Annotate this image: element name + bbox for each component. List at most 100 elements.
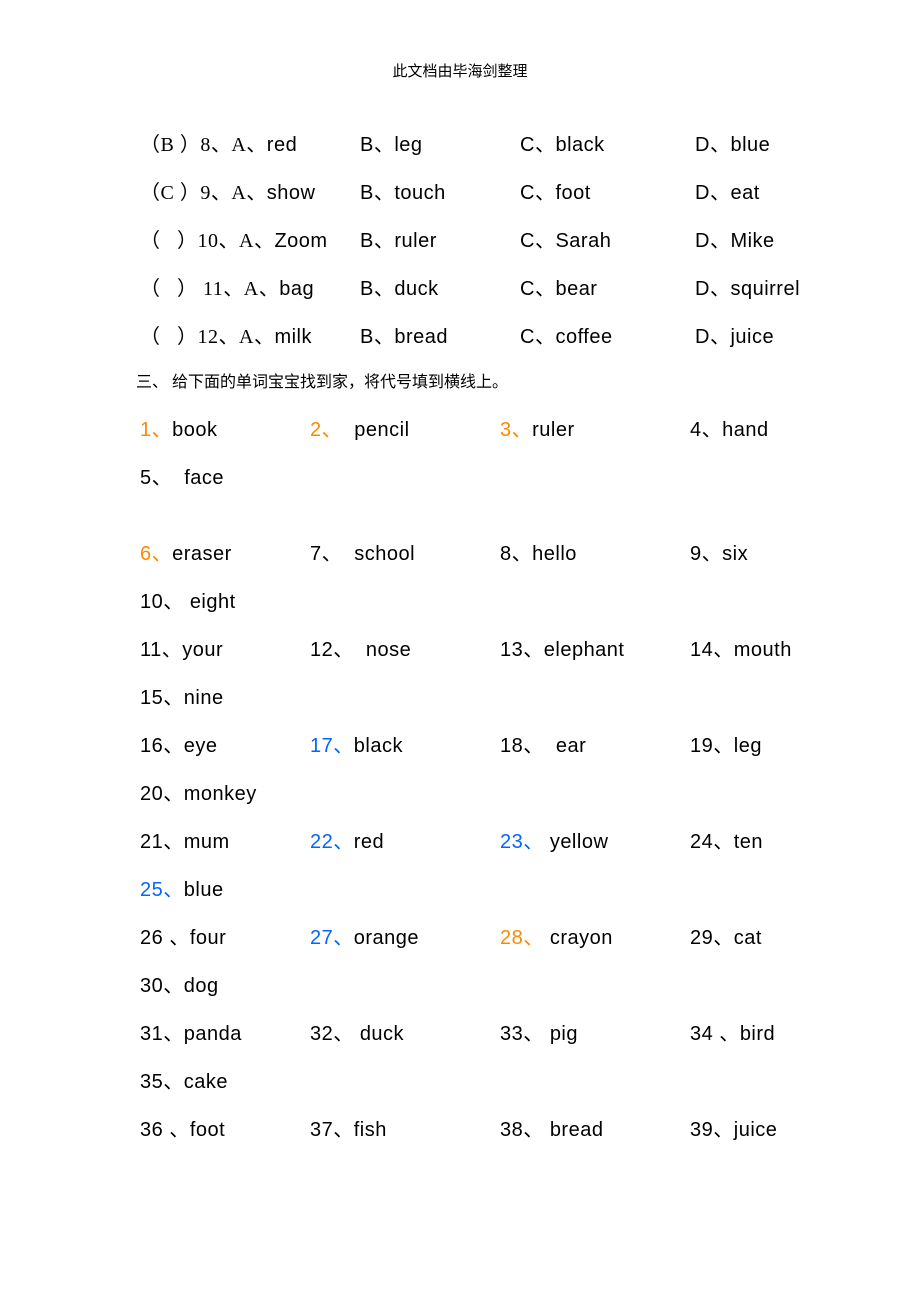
word-text: duck (360, 1023, 404, 1045)
word-row: 25、blue (140, 866, 840, 914)
question-option: B、duck (360, 265, 520, 313)
question-option: B、bread (360, 313, 520, 361)
word-number: 14、 (690, 639, 734, 661)
question-prefix: （ ）10、A、Zoom (140, 217, 360, 265)
word-text: hand (722, 419, 769, 441)
word-cell: 1、book (140, 406, 310, 454)
word-number: 17、 (310, 735, 354, 757)
question-option: C、coffee (520, 313, 695, 361)
word-row: 21、mum22、red23、 yellow24、ten (140, 818, 840, 866)
word-cell: 28、 crayon (500, 914, 690, 962)
question-prefix: （B ）8、A、red (140, 121, 360, 169)
word-text: orange (354, 927, 419, 949)
word-rows: 1、book2、 pencil3、ruler4、hand5、 face6、era… (140, 406, 840, 1154)
word-number: 1、 (140, 419, 172, 441)
word-number: 11、 (140, 639, 182, 661)
word-text: bread (550, 1119, 604, 1141)
word-cell: 4、hand (690, 406, 840, 454)
word-cell: 25、blue (140, 866, 224, 914)
word-cell: 12、 nose (310, 626, 500, 674)
word-cell: 11、your (140, 626, 310, 674)
word-text: nine (184, 687, 224, 709)
word-number: 4、 (690, 419, 722, 441)
word-cell: 33、 pig (500, 1010, 690, 1058)
word-number: 15、 (140, 687, 184, 709)
word-text: leg (734, 735, 762, 757)
word-cell: 3、ruler (500, 406, 690, 454)
word-text: cake (184, 1071, 228, 1093)
word-number: 9、 (690, 543, 722, 565)
word-cell: 20、monkey (140, 770, 257, 818)
word-cell: 29、cat (690, 914, 840, 962)
word-number: 7、 (310, 543, 354, 565)
question-option: C、bear (520, 265, 695, 313)
question-line: （ ） 11、A、bagB、duckC、bearD、squirrel (140, 265, 840, 313)
word-cell: 22、red (310, 818, 500, 866)
word-cell: 19、leg (690, 722, 840, 770)
word-cell: 10、 eight (140, 578, 236, 626)
word-text: pig (550, 1023, 578, 1045)
word-number: 18、 (500, 735, 556, 757)
word-cell: 21、mum (140, 818, 310, 866)
question-option: B、touch (360, 169, 520, 217)
word-cell: 39、juice (690, 1106, 840, 1154)
question-prefix: （ ） 11、A、bag (140, 265, 360, 313)
word-text: black (354, 735, 403, 757)
word-text: pencil (354, 419, 409, 441)
word-number: 23、 (500, 831, 550, 853)
word-text: blue (184, 879, 224, 901)
word-number: 12、 (310, 639, 366, 661)
word-text: face (184, 467, 224, 489)
word-number: 26 、 (140, 927, 190, 949)
word-text: cat (734, 927, 762, 949)
word-number: 36 、 (140, 1119, 190, 1141)
word-row: 1、book2、 pencil3、ruler4、hand (140, 406, 840, 454)
question-option: D、eat (695, 169, 825, 217)
word-text: elephant (544, 639, 625, 661)
word-cell: 32、 duck (310, 1010, 500, 1058)
question-option: B、leg (360, 121, 520, 169)
word-number: 34 、 (690, 1023, 740, 1045)
word-text: foot (190, 1119, 225, 1141)
word-text: six (722, 543, 748, 565)
question-line: （B ）8、A、redB、legC、blackD、blue (140, 121, 840, 169)
word-text: eraser (172, 543, 232, 565)
word-text: mum (184, 831, 230, 853)
question-option: C、foot (520, 169, 695, 217)
word-cell: 15、nine (140, 674, 224, 722)
word-text: school (354, 543, 415, 565)
word-number: 31、 (140, 1023, 184, 1045)
word-cell: 2、 pencil (310, 406, 500, 454)
word-row: 20、monkey (140, 770, 840, 818)
word-number: 5、 (140, 467, 184, 489)
question-line: （ ）12、A、milkB、breadC、coffeeD、juice (140, 313, 840, 361)
word-cell: 31、panda (140, 1010, 310, 1058)
word-text: ten (734, 831, 763, 853)
word-cell: 6、eraser (140, 530, 310, 578)
word-number: 3、 (500, 419, 532, 441)
word-cell: 26 、four (140, 914, 310, 962)
word-cell: 37、fish (310, 1106, 500, 1154)
word-number: 6、 (140, 543, 172, 565)
word-number: 24、 (690, 831, 734, 853)
word-cell: 5、 face (140, 454, 224, 502)
word-number: 13、 (500, 639, 544, 661)
word-number: 8、 (500, 543, 532, 565)
word-cell: 16、eye (140, 722, 310, 770)
word-cell: 17、black (310, 722, 500, 770)
word-row: 26 、four27、orange28、 crayon29、cat (140, 914, 840, 962)
word-text: eight (190, 591, 236, 613)
word-row: 11、your12、 nose13、elephant14、mouth (140, 626, 840, 674)
word-cell: 23、 yellow (500, 818, 690, 866)
word-cell: 18、 ear (500, 722, 690, 770)
vertical-gap (140, 502, 840, 530)
word-number: 30、 (140, 975, 184, 997)
word-number: 2、 (310, 419, 354, 441)
word-row: 10、 eight (140, 578, 840, 626)
word-row: 30、dog (140, 962, 840, 1010)
word-text: ear (556, 735, 586, 757)
word-text: red (354, 831, 384, 853)
question-prefix: （C ）9、A、show (140, 169, 360, 217)
question-option: D、squirrel (695, 265, 825, 313)
word-row: 16、eye17、black18、 ear19、leg (140, 722, 840, 770)
